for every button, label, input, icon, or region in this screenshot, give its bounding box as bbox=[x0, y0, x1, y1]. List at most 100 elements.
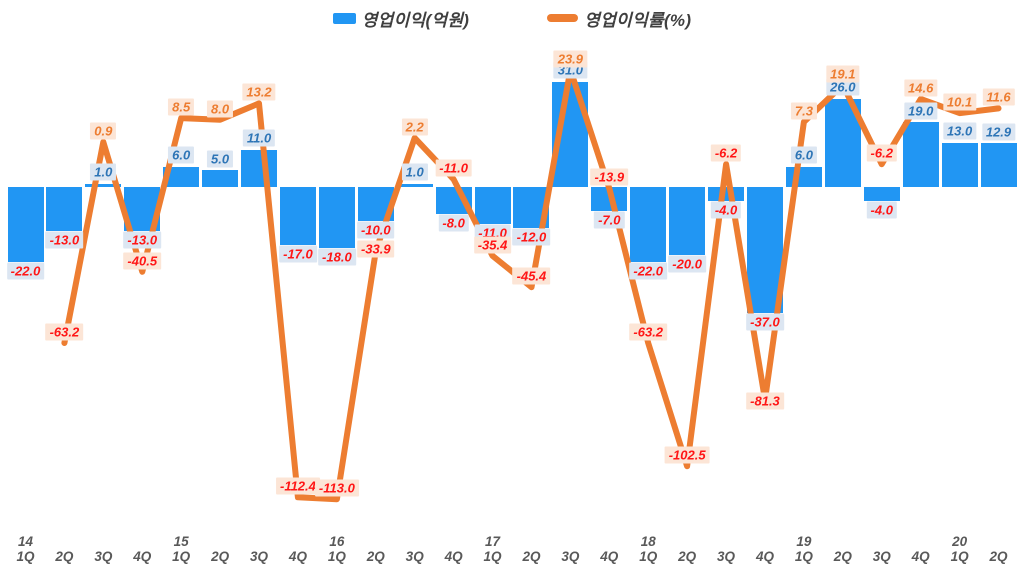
bar bbox=[474, 187, 511, 225]
bar-value-label: 13.0 bbox=[942, 122, 977, 140]
bar-value-label: 6.0 bbox=[790, 146, 817, 164]
bar-value-label: 26.0 bbox=[826, 78, 860, 96]
bar-value-label: -4.0 bbox=[866, 201, 897, 219]
x-axis-quarter-label: 3Q bbox=[561, 549, 580, 564]
bar bbox=[46, 187, 83, 232]
bar bbox=[591, 187, 628, 211]
x-axis-quarter-label: 2Q bbox=[366, 549, 385, 564]
line-value-label: -45.4 bbox=[512, 267, 551, 285]
x-axis-quarter-label: 2Q bbox=[989, 549, 1008, 564]
x-axis-quarter-label: 4Q bbox=[288, 549, 307, 564]
bar bbox=[279, 187, 316, 245]
bar-value-label: -13.0 bbox=[45, 231, 84, 249]
x-axis-year-label: 19 bbox=[796, 534, 812, 549]
x-axis-quarter-label: 1Q bbox=[794, 549, 813, 564]
line-value-label: -13.9 bbox=[590, 168, 629, 186]
bar bbox=[202, 170, 239, 187]
bar bbox=[902, 122, 939, 187]
x-axis-quarter-label: 4Q bbox=[755, 549, 774, 564]
bar bbox=[357, 187, 394, 221]
line-value-label: -6.2 bbox=[866, 144, 897, 162]
line-value-label: -113.0 bbox=[314, 479, 359, 497]
line-value-label: -63.2 bbox=[45, 323, 84, 341]
line-value-label: -102.5 bbox=[664, 446, 710, 464]
line-value-label: -6.2 bbox=[710, 144, 742, 162]
bar bbox=[241, 149, 278, 187]
bar bbox=[708, 187, 745, 201]
x-axis-quarter-label: 1Q bbox=[483, 549, 502, 564]
line-value-label: 0.9 bbox=[90, 122, 117, 140]
line-value-label: -40.5 bbox=[123, 252, 162, 270]
line-value-label: 7.3 bbox=[790, 102, 817, 120]
bar-value-label: 12.9 bbox=[981, 123, 1016, 141]
x-axis-quarter-label: 3Q bbox=[717, 549, 736, 564]
legend-item-operating-margin: 영업이익률(%) bbox=[547, 6, 691, 31]
bar-value-label: 6.0 bbox=[168, 146, 195, 164]
legend-label-operating-margin: 영업이익률(%) bbox=[584, 10, 692, 30]
bar-value-label: -10.0 bbox=[356, 221, 395, 239]
x-axis-quarter-label: 2Q bbox=[522, 549, 541, 564]
bar-value-label: -17.0 bbox=[279, 245, 317, 263]
line-value-label: 2.2 bbox=[401, 118, 428, 136]
legend: 영업이익(억원) 영업이익률(%) bbox=[0, 4, 1024, 32]
bar bbox=[669, 187, 706, 255]
line-value-label: -33.9 bbox=[356, 240, 395, 258]
x-axis-quarter-label: 4Q bbox=[133, 549, 152, 564]
x-axis-quarter-label: 1Q bbox=[172, 549, 191, 564]
bar bbox=[552, 81, 589, 187]
x-axis-quarter-label: 1Q bbox=[327, 549, 346, 564]
line-series-swatch-icon bbox=[547, 14, 579, 22]
x-axis-quarter-label: 3Q bbox=[94, 549, 113, 564]
x-axis-quarter-label: 2Q bbox=[211, 549, 230, 564]
x-axis-year-label: 15 bbox=[173, 534, 189, 549]
bar-value-label: 1.0 bbox=[401, 163, 428, 181]
line-value-label: 19.1 bbox=[826, 65, 860, 83]
bar bbox=[513, 187, 550, 228]
legend-label-operating-profit: 영업이익(억원) bbox=[361, 10, 470, 30]
bar-value-label: 11.0 bbox=[242, 129, 276, 147]
bar-value-label: -4.0 bbox=[710, 201, 742, 219]
line-value-label: -35.4 bbox=[473, 236, 512, 254]
x-axis-year-label: 20 bbox=[952, 534, 968, 549]
x-axis-year-label: 16 bbox=[329, 534, 345, 549]
x-axis-year-label: 18 bbox=[640, 534, 656, 549]
line-value-label: -11.0 bbox=[435, 159, 472, 177]
x-axis-quarter-label: 3Q bbox=[405, 549, 424, 564]
bar bbox=[435, 187, 472, 215]
bar-value-label: -8.0 bbox=[438, 214, 469, 232]
bar bbox=[941, 142, 978, 187]
bar-value-label: -20.0 bbox=[668, 255, 706, 273]
bar bbox=[7, 187, 44, 262]
x-axis-year-label: 17 bbox=[485, 534, 501, 549]
line-value-label: -81.3 bbox=[746, 392, 784, 410]
bar-value-label: -12.0 bbox=[512, 228, 551, 246]
x-axis-quarter-label: 2Q bbox=[678, 549, 697, 564]
line-value-label: -63.2 bbox=[629, 323, 668, 341]
line-value-label: 10.1 bbox=[942, 93, 977, 111]
x-axis-quarter-label: 2Q bbox=[55, 549, 74, 564]
bar bbox=[163, 166, 200, 187]
bar bbox=[630, 187, 667, 262]
bar bbox=[318, 187, 355, 249]
bar bbox=[785, 166, 822, 187]
x-axis-quarter-label: 1Q bbox=[16, 549, 35, 564]
x-axis-year-label: 14 bbox=[17, 534, 34, 549]
bar-value-label: -13.0 bbox=[123, 231, 162, 249]
bar-value-label: -7.0 bbox=[594, 211, 625, 229]
line-value-label: 14.6 bbox=[904, 79, 938, 97]
line-value-label: 13.2 bbox=[242, 83, 276, 101]
line-value-label: 8.0 bbox=[207, 100, 234, 118]
bar bbox=[980, 143, 1017, 187]
x-axis-quarter-label: 4Q bbox=[444, 549, 463, 564]
legend-item-operating-profit: 영업이익(억원) bbox=[332, 6, 470, 31]
bar-value-label: 5.0 bbox=[207, 150, 234, 167]
bar bbox=[85, 183, 122, 187]
bar-value-label: -18.0 bbox=[318, 248, 356, 266]
x-axis-quarter-label: 4Q bbox=[600, 549, 619, 564]
bar-value-label: -37.0 bbox=[746, 313, 784, 331]
x-axis-quarter-label: 2Q bbox=[833, 549, 852, 564]
x-axis-quarter-label: 3Q bbox=[872, 549, 891, 564]
bar-series-swatch-icon bbox=[332, 12, 356, 24]
